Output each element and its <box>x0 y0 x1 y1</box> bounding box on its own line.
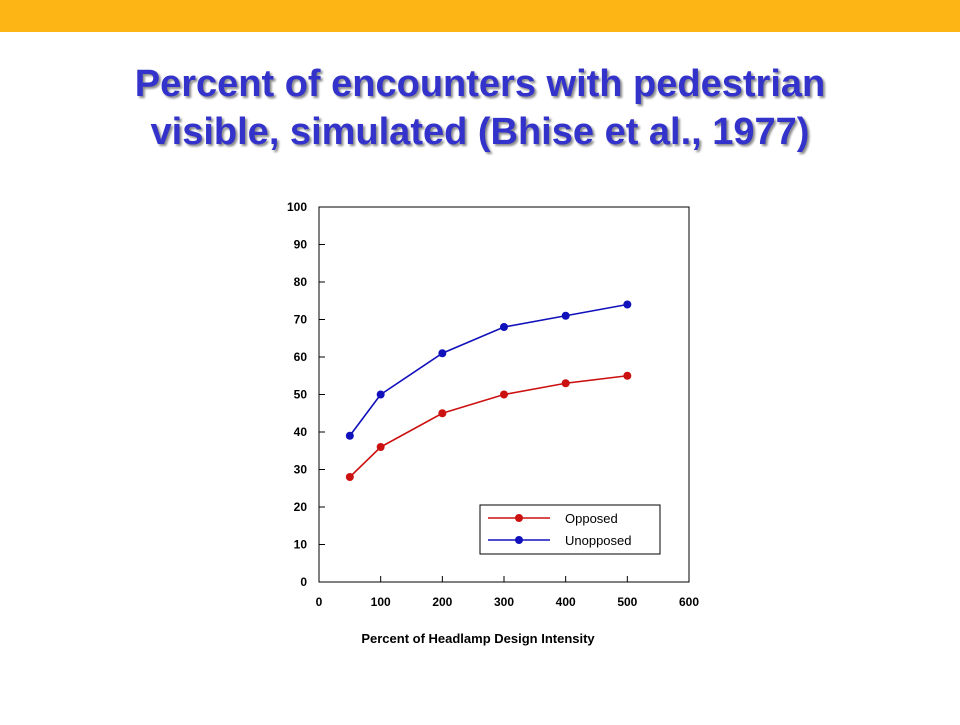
legend-marker-opposed <box>515 514 523 522</box>
y-tick-label: 70 <box>294 313 308 327</box>
data-point-unopposed <box>376 390 385 399</box>
y-tick-label: 30 <box>294 463 308 477</box>
legend-label-unopposed: Unopposed <box>565 533 632 548</box>
data-point-unopposed <box>623 300 632 309</box>
slide-title: Percent of encounters with pedestrian vi… <box>40 60 920 156</box>
data-point-opposed <box>500 390 508 399</box>
series-layer <box>345 300 632 481</box>
data-point-unopposed <box>500 323 508 331</box>
x-tick-label: 400 <box>556 595 576 609</box>
x-tick-label: 600 <box>679 595 699 609</box>
data-point-opposed <box>561 379 570 388</box>
slide-title-line-2: visible, simulated (Bhise et al., 1977) <box>150 111 810 153</box>
data-point-unopposed <box>345 431 354 440</box>
y-tick-label: 0 <box>300 575 307 589</box>
legend-marker-unopposed <box>515 536 523 544</box>
data-point-opposed <box>623 371 632 380</box>
legend-box <box>479 504 661 555</box>
y-tick-label: 50 <box>294 388 308 402</box>
y-tick-label: 60 <box>294 350 308 364</box>
data-point-unopposed <box>561 311 570 320</box>
x-tick-label: 500 <box>617 595 637 609</box>
x-axis-label: Percent of Headlamp Design Intensity <box>361 631 595 646</box>
y-tick-label: 10 <box>294 538 308 552</box>
y-tick-label: 90 <box>294 238 308 252</box>
data-point-unopposed <box>438 349 447 358</box>
legend-label-opposed: Opposed <box>565 511 618 526</box>
x-axis: 0 100 200 300 400 500 600 <box>316 576 699 609</box>
legend: Opposed Unopposed <box>479 504 661 555</box>
series-line-opposed <box>349 374 628 478</box>
x-tick-label: 0 <box>316 595 323 609</box>
data-point-opposed <box>345 473 354 481</box>
data-point-opposed <box>438 409 447 418</box>
top-accent-band <box>0 0 960 32</box>
y-tick-label: 80 <box>294 275 308 289</box>
series-line-unopposed <box>349 303 628 437</box>
data-point-opposed <box>376 443 385 451</box>
y-axis: 0 10 20 30 40 50 60 70 80 90 100 <box>287 200 325 589</box>
y-tick-label: 40 <box>294 425 308 439</box>
x-tick-label: 300 <box>494 595 514 609</box>
x-tick-label: 100 <box>371 595 391 609</box>
y-tick-label: 100 <box>287 200 307 214</box>
y-tick-label: 20 <box>294 500 308 514</box>
x-tick-label: 200 <box>432 595 452 609</box>
slide-title-line-1: Percent of encounters with pedestrian <box>134 63 826 105</box>
